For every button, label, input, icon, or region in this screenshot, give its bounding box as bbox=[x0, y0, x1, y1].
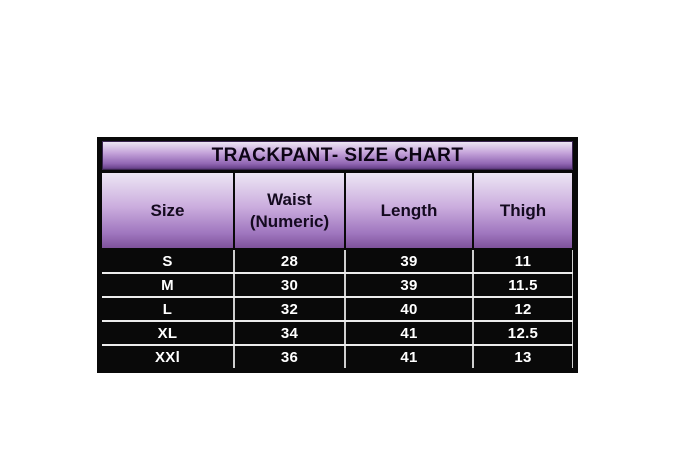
chart-title: TRACKPANT- SIZE CHART bbox=[102, 141, 573, 170]
cell-waist: 32 bbox=[235, 298, 344, 320]
cell-thigh: 11.5 bbox=[474, 274, 572, 296]
cell-thigh: 12.5 bbox=[474, 322, 572, 344]
cell-waist: 30 bbox=[235, 274, 344, 296]
cell-size: M bbox=[102, 274, 233, 296]
cell-length: 39 bbox=[346, 274, 472, 296]
cell-size: S bbox=[102, 250, 233, 272]
cell-thigh: 11 bbox=[474, 250, 572, 272]
cell-length: 40 bbox=[346, 298, 472, 320]
cell-thigh: 12 bbox=[474, 298, 572, 320]
table-body: S 28 39 11 M 30 39 11.5 L 32 40 12 XL 34… bbox=[102, 250, 573, 368]
cell-waist: 36 bbox=[235, 346, 344, 368]
column-header-waist: Waist (Numeric) bbox=[235, 173, 344, 248]
table-row-xxl: XXl 36 41 13 bbox=[102, 346, 573, 368]
table-row-m: M 30 39 11.5 bbox=[102, 274, 573, 296]
cell-waist: 34 bbox=[235, 322, 344, 344]
size-chart-table: TRACKPANT- SIZE CHART Size Waist (Numeri… bbox=[97, 137, 578, 373]
cell-size: L bbox=[102, 298, 233, 320]
cell-length: 41 bbox=[346, 322, 472, 344]
cell-length: 39 bbox=[346, 250, 472, 272]
cell-waist: 28 bbox=[235, 250, 344, 272]
table-row-l: L 32 40 12 bbox=[102, 298, 573, 320]
cell-length: 41 bbox=[346, 346, 472, 368]
column-header-thigh: Thigh bbox=[474, 173, 572, 248]
column-header-size: Size bbox=[102, 173, 233, 248]
cell-thigh: 13 bbox=[474, 346, 572, 368]
column-header-length: Length bbox=[346, 173, 472, 248]
cell-size: XL bbox=[102, 322, 233, 344]
table-row-s: S 28 39 11 bbox=[102, 250, 573, 272]
cell-size: XXl bbox=[102, 346, 233, 368]
header-row: Size Waist (Numeric) Length Thigh bbox=[102, 173, 573, 248]
table-row-xl: XL 34 41 12.5 bbox=[102, 322, 573, 344]
